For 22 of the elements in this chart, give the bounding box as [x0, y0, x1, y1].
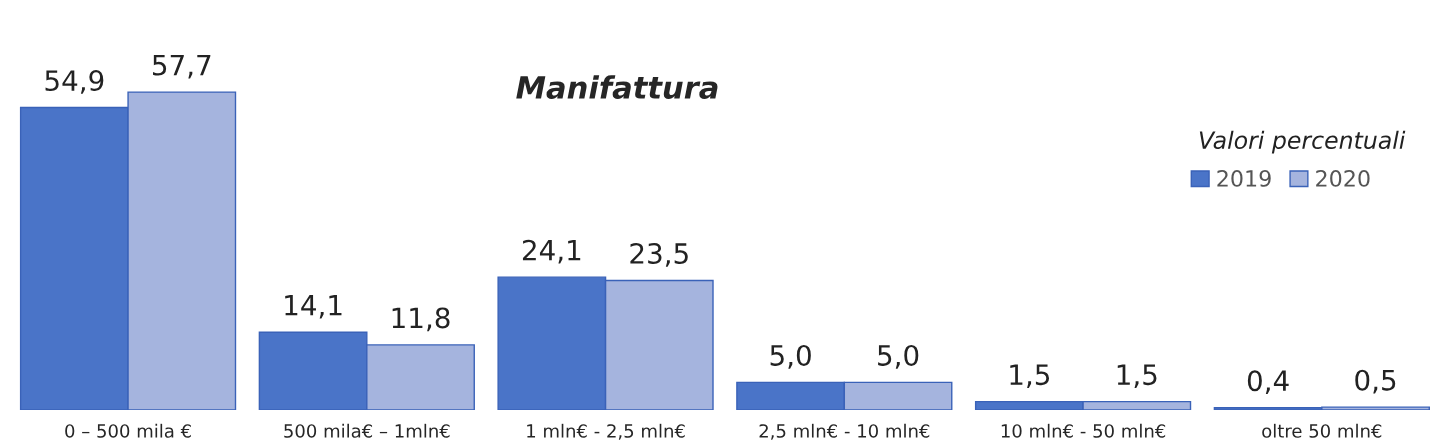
x-tick-label: 2,5 mln€ - 10 mln€: [759, 423, 930, 440]
x-tick-label: 10 mln€ - 50 mln€: [1001, 423, 1166, 438]
legend-label: 2019: [1217, 170, 1271, 187]
legend-label: 2020: [1316, 170, 1370, 187]
data-label: 57,7: [153, 54, 211, 79]
data-label: 0,4: [1247, 370, 1289, 395]
data-label: 5,0: [770, 344, 811, 369]
data-label: 1,5: [1010, 364, 1050, 388]
data-label: 5,0: [878, 344, 919, 369]
data-label: 54,9: [45, 70, 104, 94]
chart-title: Manifattura: [516, 75, 718, 99]
annotation: Valori percentuali: [1199, 130, 1406, 154]
data-label: 24,1: [522, 239, 581, 264]
x-tick-label: oltre 50 mln€: [1262, 423, 1382, 438]
data-label: 23,5: [630, 242, 688, 267]
data-label: 14,1: [285, 295, 342, 319]
x-tick-label: 1 mln€ - 2,5 mln€: [527, 423, 685, 440]
x-tick-label: 500 mila€ – 1mln€: [284, 423, 450, 438]
data-label: 1,5: [1117, 364, 1157, 388]
data-label: 11,8: [392, 307, 450, 332]
x-tick-label: 0 – 500 mila €: [65, 423, 191, 438]
data-label: 0,5: [1355, 369, 1396, 394]
